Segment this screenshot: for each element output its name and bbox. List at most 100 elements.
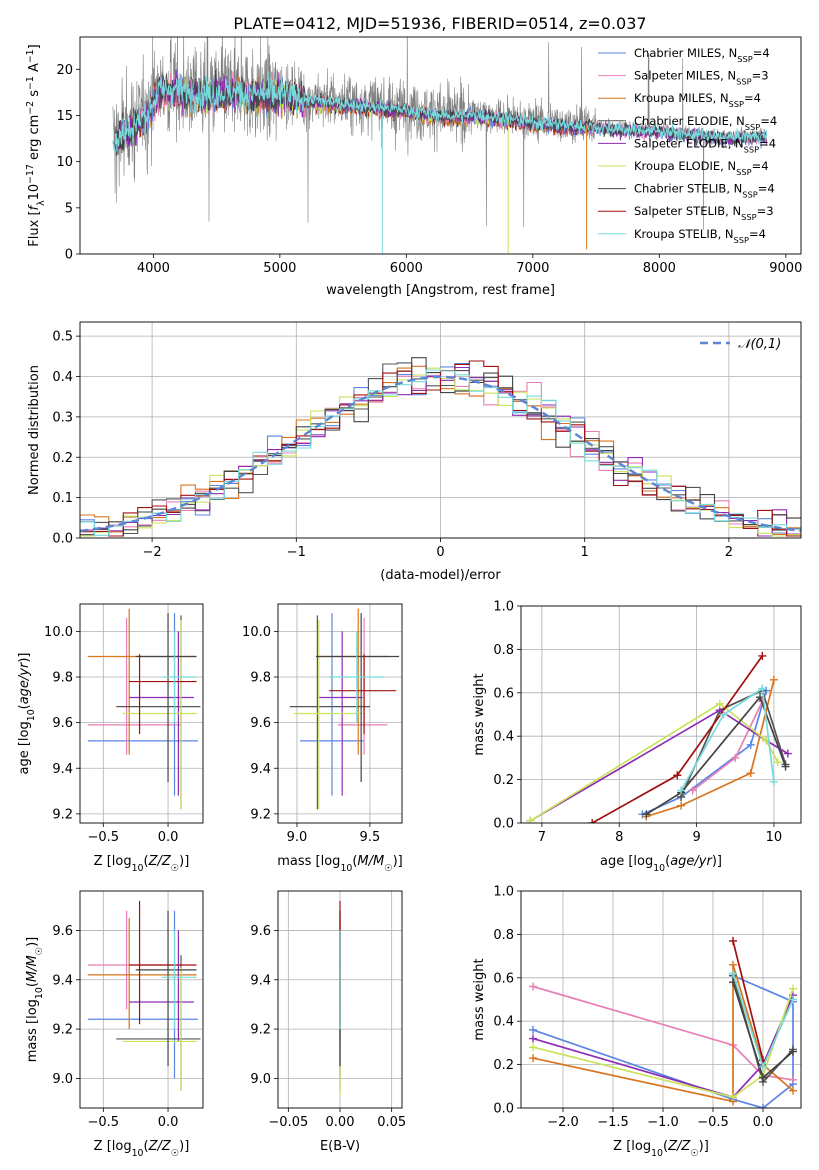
legend-label-salpeter_stelib: Salpeter STELIB, NSSP=3: [634, 204, 774, 222]
weight-marker: [529, 1025, 537, 1034]
y-tick-label: 0.4: [52, 370, 73, 385]
axes-frame: [520, 605, 802, 824]
y-tick-label: 15: [56, 109, 73, 124]
weight-series-kroupa_elodie: [526, 699, 782, 823]
y-tick-label: 9.4: [52, 762, 73, 777]
errorbar-kroupa_elodie: [122, 619, 197, 810]
x-tick-label: 0.0: [753, 1115, 774, 1130]
panel-age_vs_mass: 9.0 9.5 9.2 9.4 9.6 9.8 10.0 mass [log10(M/M☉)]: [242, 603, 403, 874]
errorbar-chabrier_stelib: [135, 613, 197, 782]
y-tick-label: 9.0: [250, 1072, 271, 1087]
weight-marker: [715, 699, 724, 708]
axes-frame: [79, 603, 204, 824]
weight-marker: [781, 762, 790, 771]
x-tick-label: −1.5: [597, 1115, 629, 1130]
errorbar-kroupa_elodie: [294, 619, 363, 810]
weight-marker: [677, 786, 686, 795]
errorbar-kroupa_elodie: [122, 967, 197, 1091]
y-axis-label: mass weight: [472, 673, 487, 755]
axes-frame: [79, 890, 204, 1109]
plot-area-spectrum: [112, 37, 768, 254]
legend-label-chabrier_elodie: Chabrier ELODIE, NSSP=4: [634, 114, 777, 132]
y-tick-label: 0: [65, 248, 73, 263]
x-tick-label: 0: [436, 545, 444, 560]
weight-line: [645, 695, 787, 816]
x-tick-label: 9.5: [360, 830, 381, 845]
x-tick-label: 8000: [643, 261, 676, 276]
weight-marker: [529, 1043, 537, 1052]
y-tick-label: 9.6: [250, 924, 271, 939]
weight-series-kroupa_stelib: [677, 684, 778, 795]
weight-marker: [789, 1047, 797, 1056]
x-tick-label: 4000: [137, 261, 170, 276]
y-tick-label: 1.0: [493, 600, 514, 615]
x-tick-label: 9: [692, 830, 700, 845]
axes-frame: [79, 321, 802, 539]
weight-marker: [789, 984, 797, 993]
y-tick-label: 0.2: [52, 451, 73, 466]
y-tick-label: 0.6: [493, 686, 514, 701]
weight-line: [680, 689, 787, 798]
figure-title: PLATE=0412, MJD=51936, FIBERID=0514, z=0…: [233, 14, 646, 33]
x-tick-label: 0.00: [326, 1115, 355, 1130]
legend-label-salpeter_elodie: Salpeter ELODIE, NSSP=4: [634, 136, 776, 154]
x-tick-label: 9000: [769, 261, 802, 276]
weight-marker: [529, 1034, 537, 1043]
normal-distribution-curve: [80, 375, 801, 533]
legend-label-chabrier_stelib: Chabrier STELIB, NSSP=4: [634, 182, 775, 200]
x-tick-label: 7000: [516, 261, 549, 276]
weight-marker: [719, 710, 728, 719]
weight-marker: [789, 1086, 797, 1095]
weight-marker: [526, 816, 535, 823]
x-axis-label: (data-model)/error: [380, 568, 501, 583]
x-tick-label: −2: [143, 545, 162, 560]
panel-age_vs_Z: −0.5 0.0 9.2 9.4 9.6 9.8 10.0 Z [log10(Z/Z☉)] ag…: [17, 603, 204, 874]
y-tick-label: 0.8: [493, 643, 514, 658]
weight-marker: [688, 786, 697, 795]
weight-marker: [677, 801, 686, 810]
panel-mass_vs_Z: −0.5 0.0 9.0 9.2 9.4 9.6 Z [log10(Z/Z☉)] mass […: [25, 890, 204, 1159]
y-tick-label: 0.4: [493, 730, 514, 745]
x-axis-label: Z [log10(Z/Z☉)]: [94, 854, 190, 874]
panel-weight_vs_age: 7 8 9 10 0.0 0.2 0.4 0.6 0.8 1.0 age [log10(age/yr…: [472, 600, 802, 874]
legend-label-salpeter_miles: Salpeter MILES, NSSP=3: [634, 69, 769, 87]
weight-marker: [783, 749, 792, 758]
x-tick-label: 5000: [263, 261, 296, 276]
panel-weight_vs_Z: −2.0 −1.5 −1.0 −0.5 0.0 0.0 0.2 0.4 0.6 0.8 1.0 Z […: [472, 885, 802, 1159]
plot-area-mass_vs_ebv: [278, 891, 402, 1108]
y-tick-label: 0.1: [52, 491, 73, 506]
panel-residuals: −2 −1 0 1 2 0.0 0.1 0.2 0.3 0.4 0.5 (data-model)/er…: [27, 321, 802, 583]
x-tick-label: −0.5: [88, 830, 120, 845]
weight-marker: [529, 1054, 537, 1063]
y-tick-label: 0.2: [493, 1058, 514, 1073]
weight-marker: [642, 810, 651, 819]
x-tick-label: 9.0: [287, 830, 308, 845]
weight-marker: [746, 769, 755, 778]
weight-line: [529, 702, 779, 822]
legend-label-normal: 𝒩(0,1): [738, 337, 781, 352]
y-tick-label: 9.2: [52, 807, 73, 822]
y-tick-label: 10.0: [44, 625, 73, 640]
weight-marker: [789, 995, 797, 1004]
x-axis-label: wavelength [Angstrom, rest frame]: [326, 283, 555, 298]
y-tick-label: 9.6: [52, 924, 73, 939]
weight-series-chabrier_stelib: [642, 693, 790, 819]
x-axis-label: E(B-V): [320, 1139, 360, 1154]
y-tick-label: 0.0: [493, 817, 514, 832]
axes-frame: [277, 603, 403, 824]
y-tick-label: 9.2: [52, 1023, 73, 1038]
weight-line: [680, 687, 775, 791]
plot-area-weight_vs_Z: [521, 891, 801, 1108]
y-tick-label: 9.6: [52, 716, 73, 731]
weight-marker: [729, 1093, 737, 1102]
weight-marker: [746, 740, 755, 749]
y-axis-label: Flux [fλ10−17 erg cm−2 s−1 A−1]: [25, 44, 47, 246]
legend-label-kroupa_stelib: Kroupa STELIB, NSSP=4: [634, 227, 766, 245]
y-tick-label: 9.4: [250, 762, 271, 777]
legend: 𝒩(0,1): [700, 337, 781, 352]
x-tick-label: 0.05: [377, 1115, 406, 1130]
weight-marker: [729, 969, 737, 978]
y-tick-label: 0.6: [493, 971, 514, 986]
weight-marker: [758, 651, 767, 660]
plot-area-weight_vs_age: [521, 606, 801, 823]
